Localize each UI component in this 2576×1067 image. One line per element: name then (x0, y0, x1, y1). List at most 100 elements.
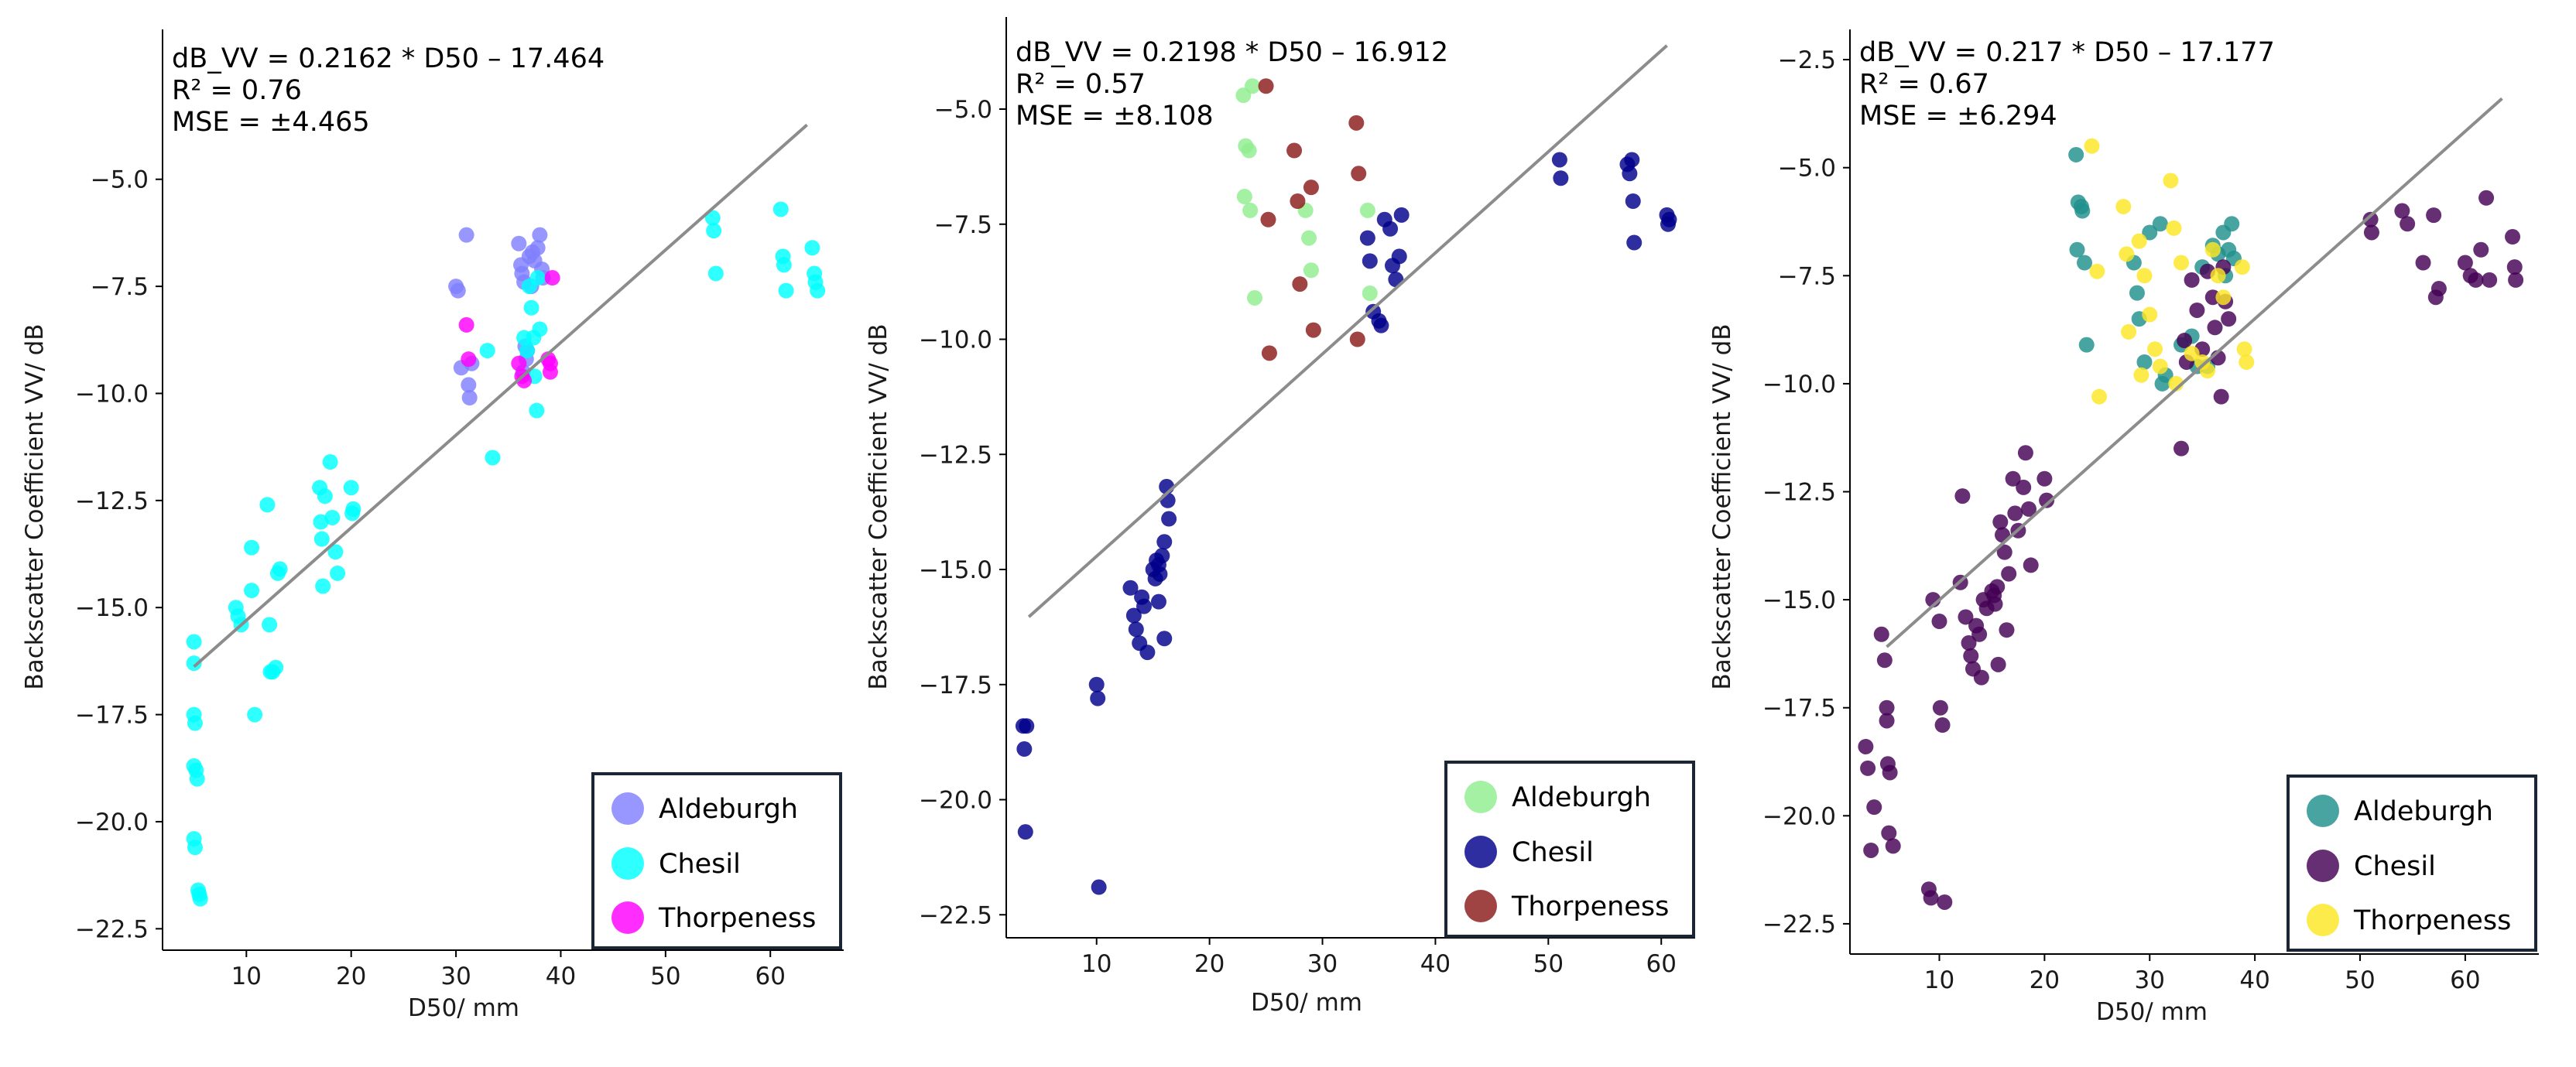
data-point-chesil (1152, 566, 1168, 582)
y-axis-label: Backscatter Coefficient VV/ dB (1708, 323, 1736, 689)
y-tick-label: −10.0 (75, 380, 149, 408)
data-point-thorpeness (2142, 306, 2158, 323)
data-point-thorpeness (2084, 138, 2100, 154)
data-point-aldeburgh (2129, 285, 2145, 301)
data-point-chesil (1551, 152, 1567, 168)
data-point-thorpeness (1305, 322, 1321, 338)
data-point-chesil (189, 771, 205, 787)
data-point-chesil (1393, 207, 1410, 223)
data-point-chesil (1999, 622, 2015, 638)
data-point-chesil (317, 488, 333, 504)
data-point-chesil (1934, 717, 1951, 734)
data-point-chesil (1016, 741, 1033, 758)
data-point-chesil (1150, 593, 1166, 610)
data-point-chesil (2473, 241, 2489, 258)
x-tick-label: 20 (2030, 966, 2060, 994)
legend-marker-chesil (611, 847, 644, 880)
y-tick-label: −5.0 (1778, 155, 1836, 183)
y-tick-label: −12.5 (919, 441, 992, 469)
y-tick-label: −12.5 (1762, 479, 1836, 507)
data-point-thorpeness (1351, 166, 1367, 182)
data-point-chesil (1373, 317, 1389, 333)
data-point-aldeburgh (2152, 216, 2168, 232)
data-point-chesil (2394, 203, 2410, 219)
data-point-chesil (2007, 505, 2023, 522)
x-tick-label: 30 (1307, 950, 1338, 978)
data-point-aldeburgh (1303, 262, 1319, 279)
data-point-thorpeness (2174, 255, 2190, 271)
data-point-chesil (315, 578, 331, 594)
data-point-chesil (1661, 211, 1677, 227)
x-tick-label: 60 (755, 963, 786, 990)
x-tick-label: 50 (2345, 966, 2375, 994)
data-point-thorpeness (1260, 211, 1276, 227)
data-point-chesil (186, 655, 202, 672)
y-tick-label: −10.0 (919, 327, 992, 354)
x-tick-label: 60 (1646, 950, 1677, 978)
data-point-thorpeness (544, 270, 560, 286)
data-point-chesil (2426, 207, 2442, 224)
data-point-chesil (2017, 445, 2033, 461)
data-point-chesil (778, 282, 794, 299)
legend-label-aldeburgh: Aldeburgh (659, 794, 798, 825)
data-point-thorpeness (1292, 276, 1308, 292)
data-point-chesil (532, 321, 548, 337)
data-point-chesil (776, 257, 792, 273)
data-point-chesil (2362, 211, 2379, 227)
data-point-thorpeness (458, 316, 474, 333)
x-tick-label: 10 (231, 963, 262, 990)
data-point-chesil (313, 531, 330, 547)
data-point-chesil (1885, 838, 1901, 854)
data-point-chesil (2039, 492, 2055, 508)
legend: Aldeburgh Chesil Thorpeness (2287, 775, 2537, 952)
data-point-chesil (1362, 253, 1378, 269)
data-point-chesil (1931, 614, 1947, 630)
data-point-chesil (1391, 248, 1407, 265)
data-point-chesil (2005, 470, 2021, 487)
data-point-aldeburgh (532, 227, 548, 243)
data-point-chesil (330, 565, 346, 581)
data-point-aldeburgh (1245, 78, 1261, 94)
data-point-thorpeness (2131, 233, 2147, 249)
series-thorpeness (1258, 78, 1367, 361)
data-point-thorpeness (2215, 289, 2232, 306)
data-point-chesil (1932, 699, 1948, 716)
data-point-chesil (1923, 890, 1939, 906)
regression-line (1027, 44, 1668, 618)
data-point-thorpeness (1286, 142, 1303, 159)
data-point-chesil (1017, 824, 1033, 840)
y-tick-label: −5.0 (91, 166, 149, 194)
regression-equation: dB_VV = 0.2162 * D50 – 17.464 (172, 43, 605, 74)
y-tick-label: −7.5 (91, 273, 149, 301)
data-point-chesil (1090, 690, 1106, 706)
data-point-aldeburgh (1301, 230, 1317, 246)
data-point-chesil (479, 343, 495, 359)
data-point-thorpeness (2133, 367, 2150, 383)
x-axis-label: D50/ mm (408, 994, 519, 1022)
data-point-chesil (2207, 320, 2223, 336)
data-point-chesil (772, 201, 789, 217)
data-point-chesil (1088, 676, 1105, 693)
data-point-chesil (704, 210, 721, 226)
data-point-thorpeness (1290, 193, 1306, 209)
data-point-chesil (324, 509, 341, 525)
data-point-chesil (345, 501, 361, 517)
legend-marker-aldeburgh (611, 792, 644, 825)
data-point-thorpeness (1261, 345, 1277, 361)
data-point-chesil (2016, 479, 2032, 495)
legend-label-thorpeness: Thorpeness (658, 903, 816, 934)
data-point-chesil (1125, 607, 1142, 624)
data-point-aldeburgh (2069, 241, 2085, 258)
y-tick-label: −15.0 (1762, 587, 1836, 614)
data-point-chesil (2189, 302, 2205, 318)
y-tick-label: −20.0 (1762, 802, 1836, 830)
data-point-chesil (1161, 511, 1177, 527)
data-point-chesil (2036, 470, 2053, 487)
data-point-chesil (1625, 193, 1641, 209)
data-point-chesil (2415, 255, 2431, 271)
legend-marker-thorpeness (1464, 890, 1497, 922)
data-point-thorpeness (2166, 220, 2182, 236)
data-point-chesil (529, 270, 546, 286)
r-squared: R² = 0.57 (1016, 69, 1146, 100)
